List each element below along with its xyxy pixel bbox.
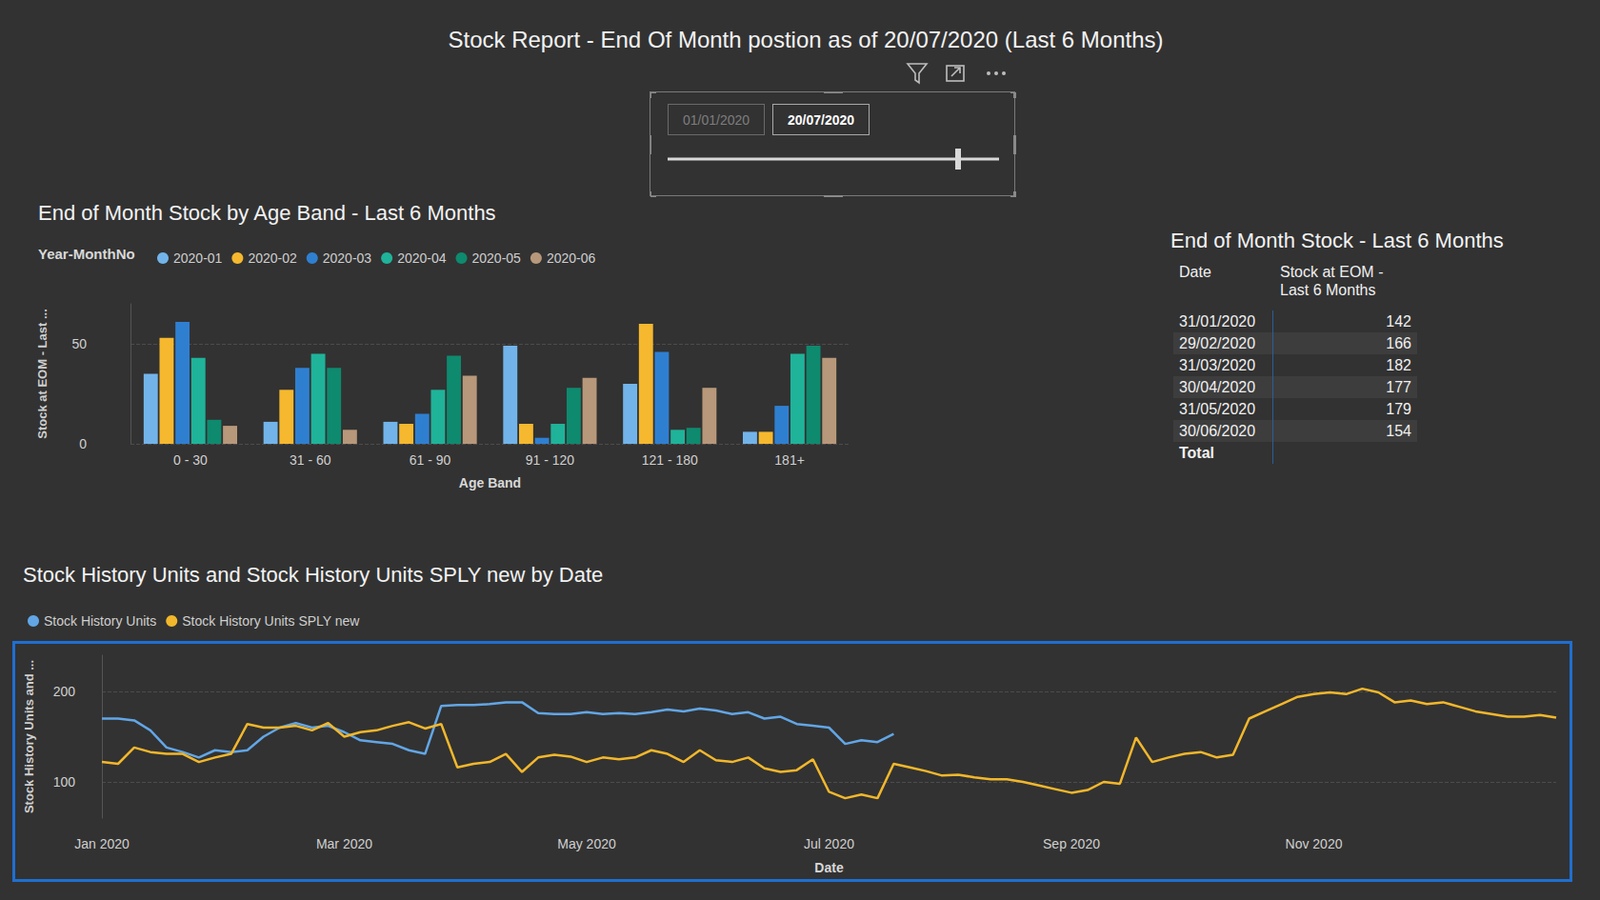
svg-text:31 - 60: 31 - 60	[289, 452, 332, 468]
svg-text:Mar 2020: Mar 2020	[316, 836, 373, 852]
html-text:179: 179	[1386, 400, 1412, 418]
svg-text:2020-02: 2020-02	[247, 250, 298, 266]
svg-text:61 - 90: 61 - 90	[409, 452, 452, 468]
html-text:166: 166	[1386, 335, 1412, 352]
svg-text:2020-05: 2020-05	[472, 250, 522, 266]
html-text:Stock at EOM - Last 6 Months: Stock at EOM - Last 6 Months	[1280, 263, 1384, 299]
svg-text:Stock History Units: Stock History Units	[43, 613, 157, 629]
html-text:Stock History Units and Stock: Stock History Units and Stock History Un…	[22, 562, 604, 587]
svg-text:May 2020: May 2020	[557, 836, 617, 852]
html-text:29/02/2020: 29/02/2020	[1179, 335, 1256, 352]
svg-text:50: 50	[71, 336, 87, 352]
html-text:20/07/2020: 20/07/2020	[787, 111, 855, 128]
svg-text:Age Band: Age Band	[459, 475, 521, 491]
svg-text:Date: Date	[814, 860, 844, 876]
svg-text:181+: 181+	[774, 452, 805, 468]
html-text:31/01/2020: 31/01/2020	[1179, 313, 1256, 330]
svg-text:91 - 120: 91 - 120	[525, 452, 576, 468]
svg-text:Nov 2020: Nov 2020	[1285, 836, 1343, 852]
svg-text:Sep 2020: Sep 2020	[1042, 836, 1100, 852]
html-text:Date: Date	[1179, 263, 1212, 280]
html-text:30/04/2020: 30/04/2020	[1179, 379, 1256, 396]
html-text:01/01/2020: 01/01/2020	[682, 111, 750, 128]
html-text:Year-MonthNo: Year-MonthNo	[38, 245, 135, 262]
svg-text:2020-03: 2020-03	[322, 250, 373, 266]
html-text:31/05/2020: 31/05/2020	[1179, 400, 1256, 418]
html-text:Total: Total	[1179, 444, 1215, 461]
svg-text:Jul 2020: Jul 2020	[803, 836, 855, 852]
svg-text:Jan 2020: Jan 2020	[74, 836, 130, 852]
html-text:31/03/2020: 31/03/2020	[1179, 357, 1256, 374]
html-text:30/06/2020: 30/06/2020	[1179, 422, 1256, 440]
html-text:End of Month Stock - Last 6 Mo: End of Month Stock - Last 6 Months	[1170, 228, 1504, 253]
svg-text:0: 0	[79, 436, 87, 452]
svg-text:Stock History Units and ...: Stock History Units and ...	[21, 660, 37, 814]
html-text:182: 182	[1386, 357, 1412, 374]
svg-text:200: 200	[53, 683, 77, 700]
svg-text:Stock at EOM - Last ...: Stock at EOM - Last ...	[35, 308, 50, 440]
html-text:177: 177	[1386, 379, 1412, 396]
html-text:154: 154	[1386, 422, 1412, 440]
svg-text:Stock History Units SPLY new: Stock History Units SPLY new	[181, 613, 360, 629]
html-text:142: 142	[1386, 313, 1412, 330]
svg-text:2020-06: 2020-06	[546, 250, 597, 266]
html-text:Stock Report - End Of Month po: Stock Report - End Of Month postion as o…	[448, 26, 1164, 53]
svg-text:2020-01: 2020-01	[173, 250, 223, 266]
svg-text:0 - 30: 0 - 30	[173, 452, 208, 468]
svg-text:121 - 180: 121 - 180	[641, 452, 699, 468]
html-text:End of Month Stock by Age Band: End of Month Stock by Age Band - Last 6 …	[38, 200, 496, 225]
svg-text:100: 100	[53, 774, 77, 790]
svg-text:2020-04: 2020-04	[397, 250, 447, 266]
